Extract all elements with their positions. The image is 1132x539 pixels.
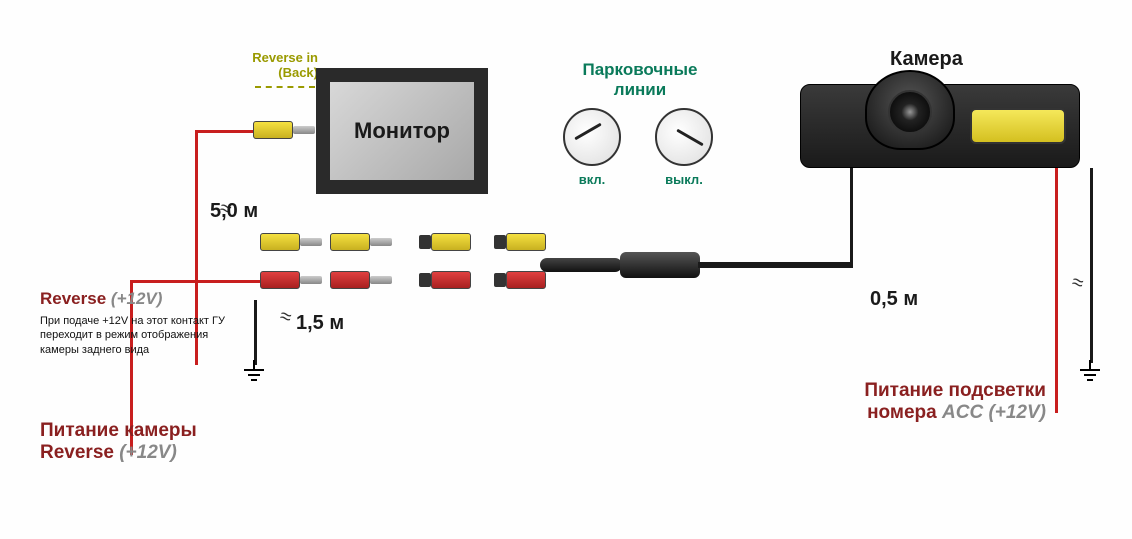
ground-icon — [1076, 360, 1104, 388]
power-light-line1: Питание подсветки — [864, 380, 1046, 401]
reverse-in-line2: (Back) — [278, 65, 318, 80]
distance-monitor: 5,0 м — [210, 200, 258, 223]
switch-lever-icon — [676, 129, 703, 147]
cable-break-icon: ≈ — [1069, 271, 1086, 296]
cable-segment-right — [698, 262, 850, 268]
cable-segment-left — [540, 258, 622, 272]
parking-switch-off-icon — [655, 108, 713, 166]
reverse-text: Reverse — [40, 289, 106, 308]
switch-on-label: вкл. — [563, 172, 621, 187]
camera-title: Камера — [890, 48, 963, 71]
reverse-suffix: (+12V) — [111, 289, 163, 308]
power-camera-line1: Питание камеры — [40, 420, 197, 442]
distance-camera-lead: 0,5 м — [870, 288, 918, 311]
cable-junction — [620, 252, 700, 278]
reverse-12v-label: Reverse (+12V) — [40, 289, 162, 309]
monitor-label: Монитор — [354, 118, 450, 144]
rca-yellow-female-1 — [405, 232, 471, 252]
rca-red-male-2 — [330, 270, 396, 290]
switch-off-label: выкл. — [655, 172, 713, 187]
rca-yellow-female-2 — [480, 232, 546, 252]
distance-power-lead: 1,5 м — [296, 312, 344, 335]
rca-yellow-male-2 — [330, 232, 396, 252]
wire-ground-right — [1090, 168, 1093, 363]
license-plate-light — [970, 108, 1066, 144]
monitor: Монитор — [316, 68, 488, 194]
reverse-note: При подаче +12V на этот контакт ГУ перех… — [40, 314, 240, 357]
rca-yellow-male-1 — [260, 232, 326, 252]
wire-camera-power-h — [130, 280, 260, 283]
cable-break-icon: ≈ — [277, 305, 294, 330]
power-camera-label: Питание камеры Reverse (+12V) — [40, 420, 197, 464]
ground-icon — [240, 360, 268, 388]
power-camera-suffix: (+12V) — [119, 442, 177, 463]
wire-ground-left — [254, 300, 257, 365]
reverse-in-dash-wire — [255, 86, 315, 88]
rca-red-female-1 — [405, 270, 471, 290]
wire-reverse-trigger-h — [195, 130, 255, 133]
rca-yellow-monitor-in — [253, 120, 319, 140]
wire-camera-video — [850, 168, 853, 268]
camera-lens-icon — [888, 90, 932, 134]
wire-light-power — [1055, 168, 1058, 413]
power-camera-line2: Reverse — [40, 442, 114, 463]
parking-lines-title: Парковочные линии — [555, 60, 725, 100]
power-light-l2: номера — [867, 402, 937, 423]
rca-red-female-2 — [480, 270, 546, 290]
rca-red-male-1 — [260, 270, 326, 290]
reverse-in-line1: Reverse in — [252, 50, 318, 65]
switch-lever-icon — [574, 123, 601, 141]
power-light-label: Питание подсветки номера ACC (+12V) — [816, 380, 1046, 424]
wiring-diagram: Reverse in (Back) Монитор Парковочные ли… — [0, 0, 1132, 539]
power-light-acc: ACC (+12V) — [942, 402, 1046, 423]
power-light-line2: номера ACC (+12V) — [816, 402, 1046, 424]
parking-switch-on-icon — [563, 108, 621, 166]
reverse-in-label: Reverse in (Back) — [238, 50, 318, 80]
